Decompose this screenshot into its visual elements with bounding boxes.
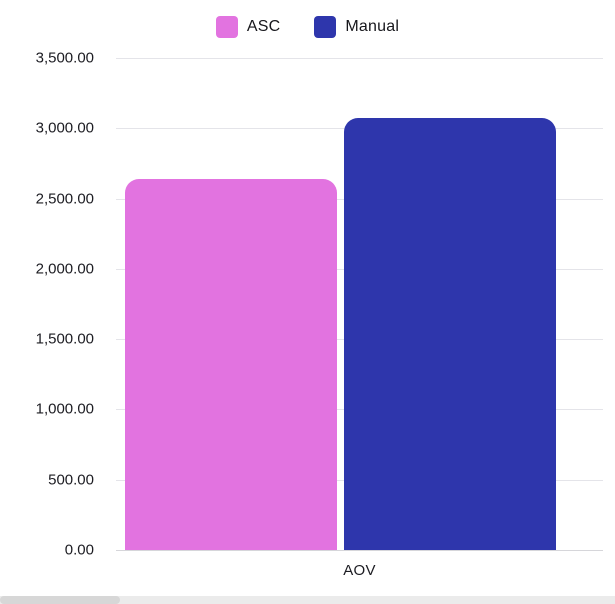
legend-label: Manual — [345, 18, 400, 35]
y-axis-labels: 3,500.00 3,000.00 2,500.00 2,000.00 1,500.00… — [0, 50, 104, 559]
y-tick-label: 0.00 — [64, 541, 94, 559]
y-tick-label: 3,500.00 — [35, 49, 94, 67]
gridline — [116, 58, 603, 59]
legend: ASC Manual — [0, 16, 615, 38]
x-axis-category-label: AOV — [343, 562, 376, 579]
y-tick-label: 2,500.00 — [35, 190, 94, 208]
legend-swatch — [314, 16, 337, 38]
legend-swatch — [215, 16, 238, 38]
y-tick-label: 500.00 — [48, 471, 94, 489]
legend-item-asc: ASC — [215, 16, 281, 38]
bar-asc — [124, 178, 337, 550]
plot-area — [116, 58, 603, 551]
scrollbar-thumb[interactable] — [0, 596, 120, 604]
y-tick-label: 2,000.00 — [35, 260, 94, 278]
bar-manual — [343, 118, 556, 550]
horizontal-scrollbar[interactable] — [0, 596, 615, 604]
y-tick-label: 3,000.00 — [35, 119, 94, 137]
y-tick-label: 1,500.00 — [35, 330, 94, 348]
bars — [116, 58, 603, 550]
legend-label: ASC — [246, 18, 281, 35]
y-tick-label: 1,000.00 — [35, 400, 94, 418]
legend-item-manual: Manual — [314, 16, 399, 38]
